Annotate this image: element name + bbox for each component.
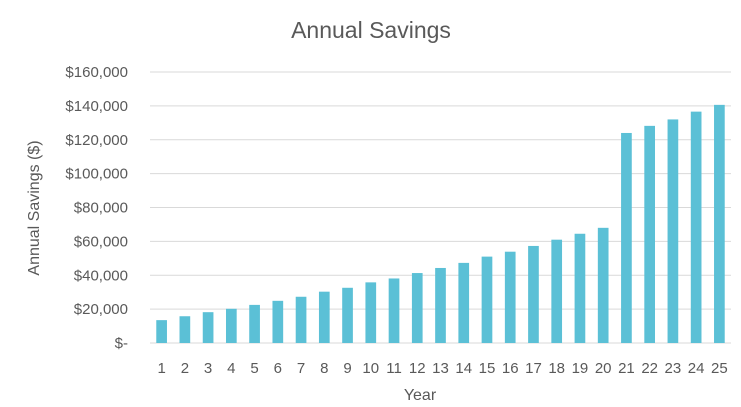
x-tick-label: 6	[274, 360, 282, 377]
bar-year-7	[295, 296, 307, 343]
y-tick-label: $160,000	[65, 64, 128, 81]
x-tick-label: 14	[455, 360, 472, 377]
bar-year-8	[318, 291, 330, 343]
x-tick-label: 10	[362, 360, 379, 377]
x-tick-label: 13	[432, 360, 449, 377]
x-axis-title: Year	[404, 387, 437, 404]
bar-year-4	[225, 308, 237, 343]
bar-year-10	[365, 282, 377, 343]
bar-year-19	[574, 233, 586, 343]
bar-year-15	[481, 256, 493, 343]
x-tick-label: 24	[688, 360, 705, 377]
bar-year-6	[272, 300, 284, 343]
x-axis-ticks: 1 2 3 4 5 6 7 8 9 10 11 12 13 14 15 16 17 18 19 20 21 22 23 24 2…	[157, 360, 727, 377]
bar-year-3	[202, 312, 214, 343]
y-tick-label: $60,000	[74, 233, 128, 250]
x-tick-label: 15	[479, 360, 496, 377]
gridlines	[150, 71, 731, 344]
y-tick-label: $20,000	[74, 301, 128, 318]
x-tick-label: 9	[343, 360, 351, 377]
x-tick-label: 12	[409, 360, 426, 377]
bar-year-22	[644, 125, 656, 343]
bar-year-16	[504, 251, 516, 343]
x-tick-label: 20	[595, 360, 612, 377]
bar-year-2	[179, 316, 191, 343]
y-tick-label: $40,000	[74, 267, 128, 284]
y-tick-label: $80,000	[74, 200, 128, 217]
bar-year-20	[597, 227, 609, 343]
x-tick-label: 19	[572, 360, 589, 377]
x-tick-label: 16	[502, 360, 519, 377]
y-tick-label: $140,000	[65, 98, 128, 115]
x-tick-label: 11	[386, 360, 402, 377]
x-tick-label: 21	[618, 360, 635, 377]
x-tick-label: 25	[711, 360, 728, 377]
bars	[156, 104, 725, 343]
y-tick-label: $120,000	[65, 132, 128, 149]
x-tick-label: 1	[157, 360, 165, 377]
x-tick-label: 17	[525, 360, 542, 377]
x-tick-label: 5	[250, 360, 258, 377]
bar-year-12	[411, 273, 423, 343]
x-tick-label: 22	[641, 360, 658, 377]
bar-year-21	[621, 132, 632, 343]
chart-title: Annual Savings	[291, 17, 451, 43]
x-tick-label: 23	[665, 360, 682, 377]
x-tick-label: 3	[204, 360, 212, 377]
x-tick-label: 8	[320, 360, 328, 377]
x-tick-label: 4	[227, 360, 235, 377]
bar-year-23	[667, 119, 679, 343]
x-tick-label: 7	[297, 360, 305, 377]
bar-year-9	[342, 287, 353, 343]
y-tick-label: $-	[115, 335, 128, 352]
bar-year-13	[435, 267, 446, 343]
bar-year-25	[714, 104, 725, 343]
bar-year-5	[249, 304, 260, 343]
x-tick-label: 2	[181, 360, 189, 377]
x-tick-label: 18	[548, 360, 565, 377]
y-tick-label: $100,000	[65, 166, 128, 183]
bar-year-11	[388, 278, 400, 343]
y-axis-ticks: $- $20,000 $40,000 $60,000 $80,000 $100,000 $1…	[65, 64, 128, 352]
bar-year-18	[551, 239, 563, 343]
y-axis-title: Annual Savings ($)	[26, 140, 43, 275]
bar-year-14	[458, 262, 470, 343]
bar-year-1	[156, 320, 167, 343]
bar-year-24	[690, 111, 702, 343]
bar-year-17	[528, 245, 539, 343]
